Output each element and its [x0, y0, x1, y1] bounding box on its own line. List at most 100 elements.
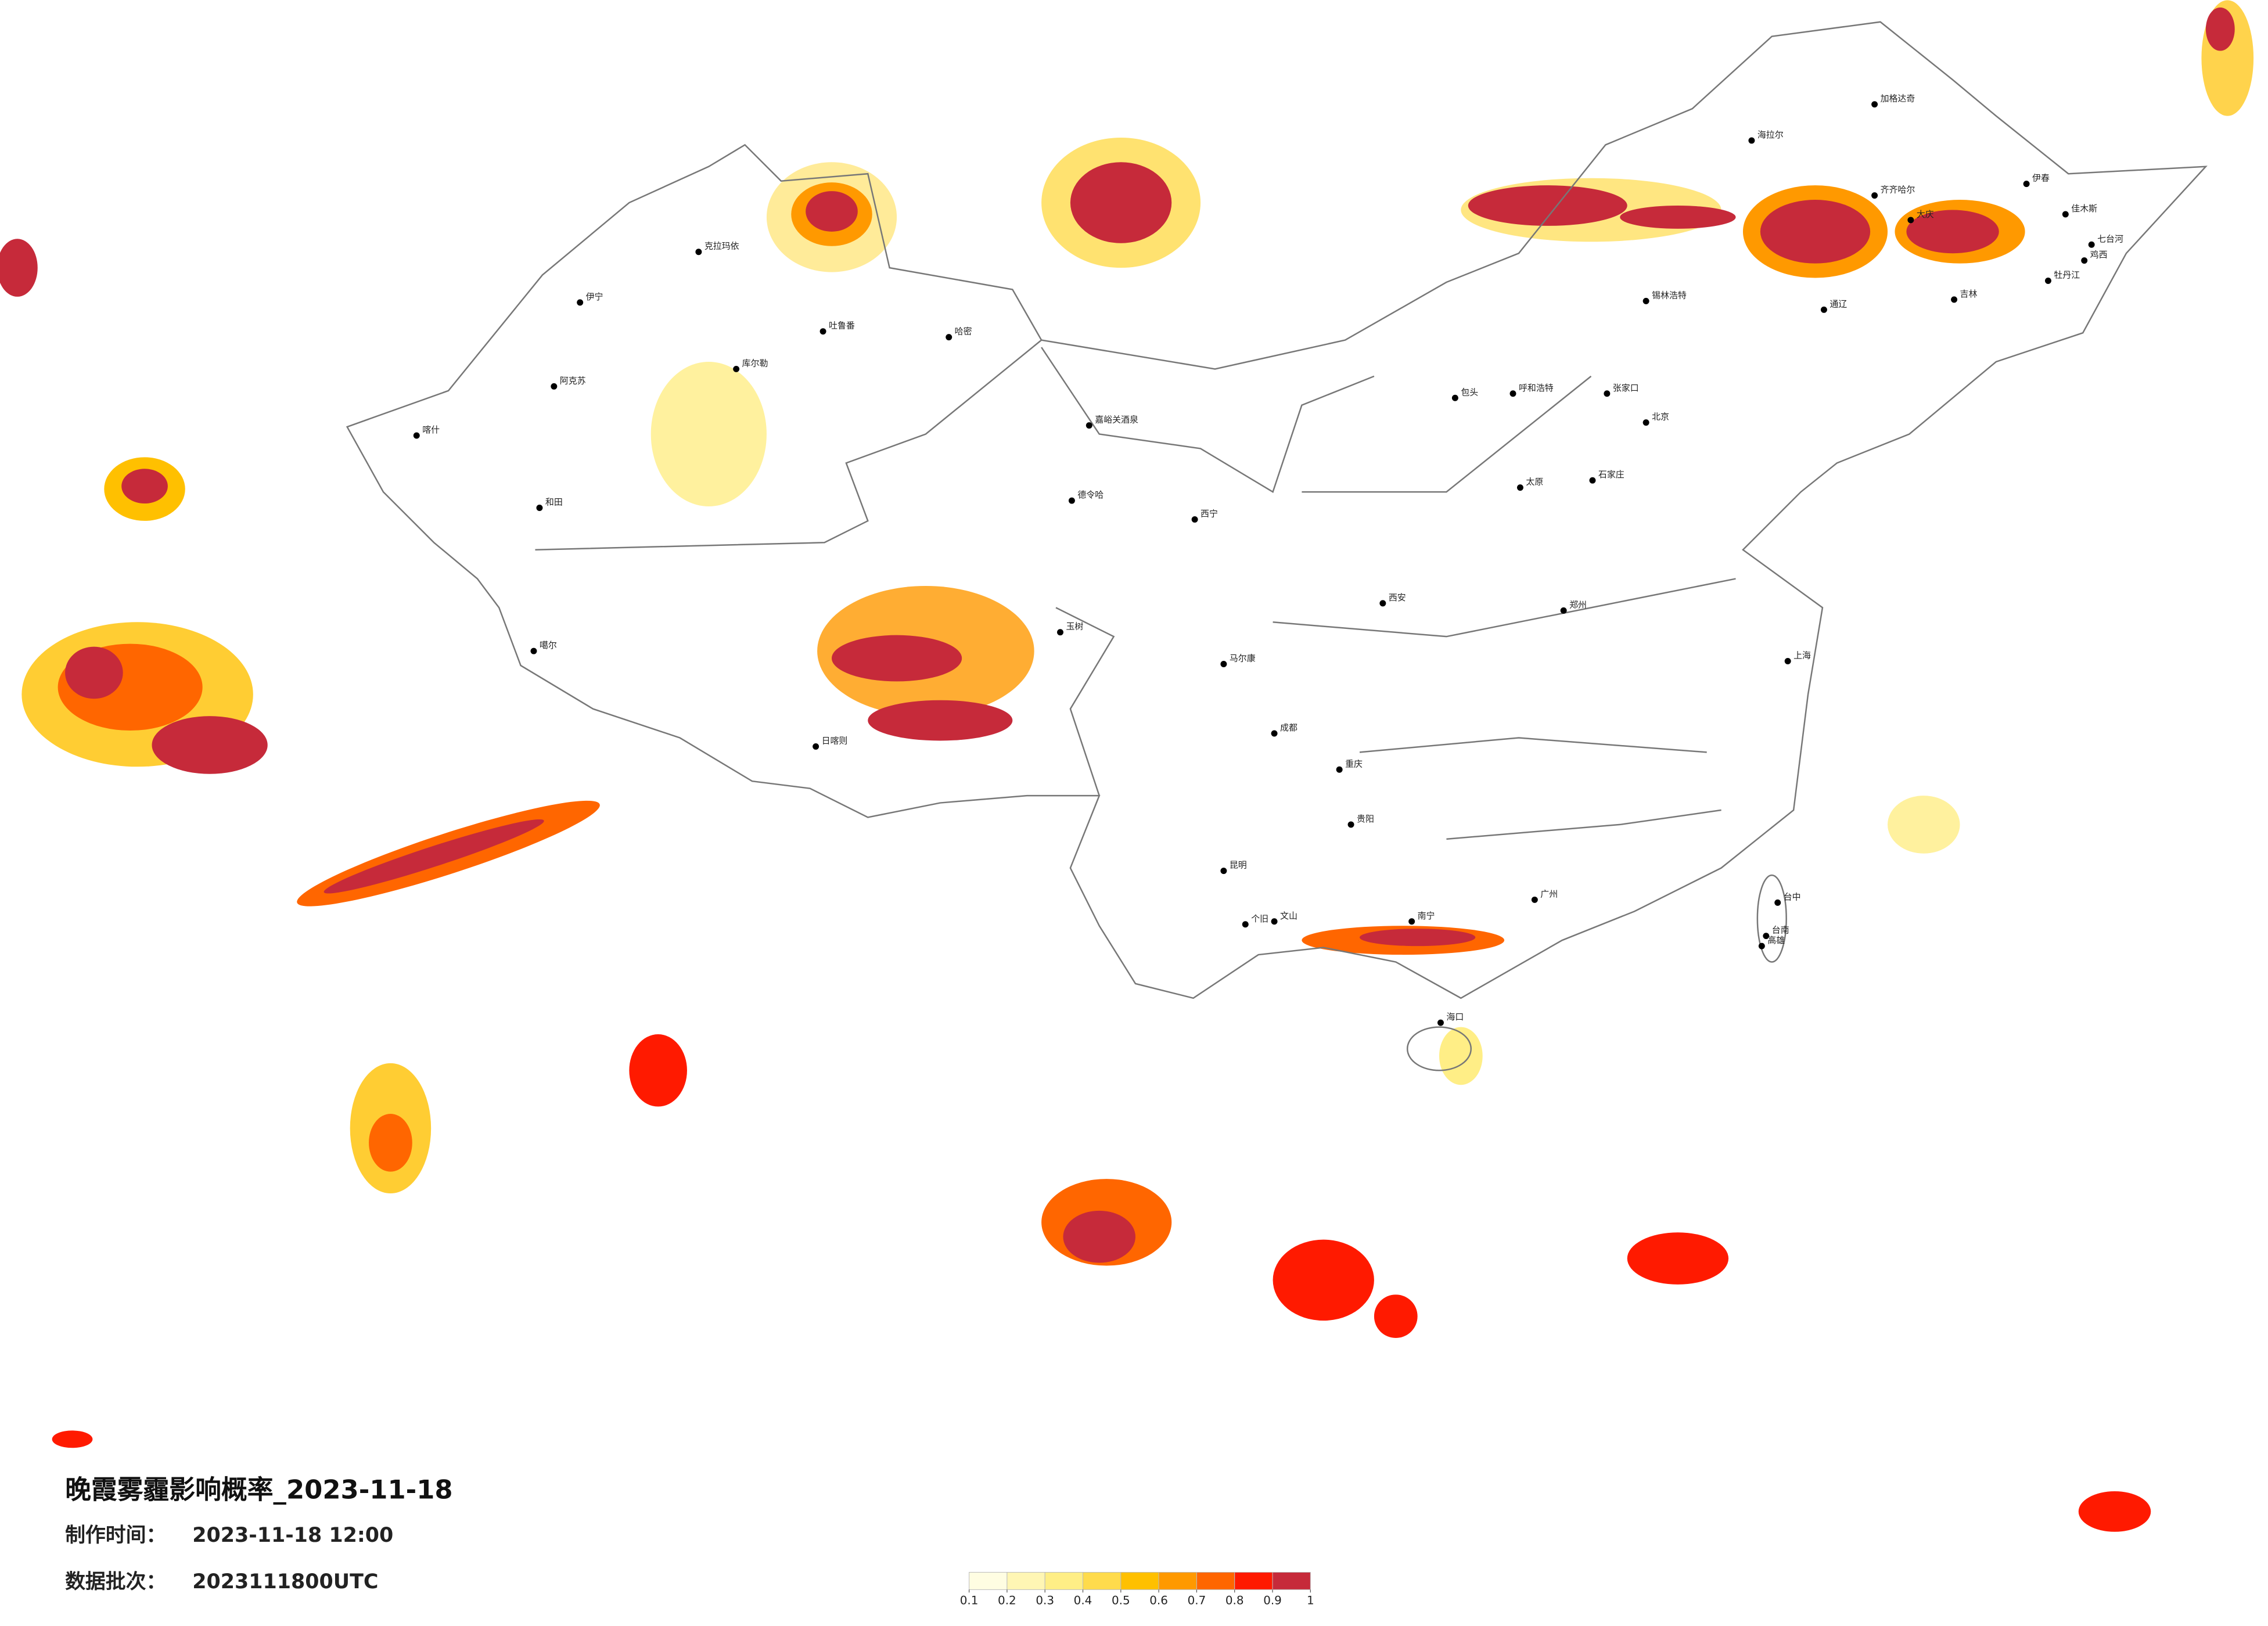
city-label: 鸡西 — [2090, 250, 2108, 260]
city-dot — [1057, 629, 1063, 636]
city-label: 石家庄 — [1598, 469, 1624, 480]
city-label: 张家口 — [1613, 383, 1639, 393]
city-label: 阿克苏 — [560, 375, 586, 386]
city-label: 伊宁 — [586, 292, 603, 302]
city-dot — [1871, 101, 1878, 108]
city-dot — [1408, 918, 1415, 925]
colorbar-tick-label: 0.7 — [1188, 1593, 1206, 1607]
city-label: 吐鲁番 — [829, 321, 855, 331]
city-label: 佳木斯 — [2071, 203, 2097, 214]
colorbar-swatch — [969, 1571, 1008, 1590]
city-dot — [2023, 181, 2030, 188]
city-dot — [1191, 516, 1198, 523]
city-label: 台中 — [1784, 891, 1801, 902]
colorbar: 0.1 0.2 0.3 0.4 0.5 0.6 0.7 0.8 0.9 1 — [960, 1571, 1314, 1607]
city-label: 德令哈 — [1077, 490, 1104, 500]
city-dot — [2081, 257, 2088, 264]
city-dot — [1271, 918, 1278, 925]
city-label: 贵阳 — [1357, 814, 1374, 824]
city-dot — [695, 249, 702, 256]
city-label: 北京 — [1652, 412, 1669, 422]
city-label: 牡丹江 — [2054, 270, 2080, 280]
city-dot — [1763, 933, 1770, 940]
colorbar-tick-label: 0.6 — [1149, 1593, 1168, 1607]
colorbar-swatch — [1234, 1571, 1273, 1590]
colorbar-tick-label: 0.9 — [1263, 1593, 1282, 1607]
city-dot — [1379, 600, 1386, 607]
city-label: 玉树 — [1066, 621, 1083, 632]
city-label: 哈密 — [955, 326, 972, 337]
city-label: 呼和浩特 — [1519, 383, 1554, 393]
city-dot — [2088, 241, 2095, 248]
city-dot — [946, 334, 953, 341]
colorbar-swatch — [1120, 1571, 1159, 1590]
city-dot — [1907, 217, 1914, 224]
city-label: 高雄 — [1767, 935, 1785, 945]
colorbar-tick-label: 0.4 — [1074, 1593, 1092, 1607]
city-dot — [577, 299, 584, 306]
city-dot — [1748, 137, 1755, 144]
batch-label: 数据批次： — [65, 1570, 166, 1593]
city-label: 个旧 — [1251, 913, 1268, 924]
city-dot — [813, 743, 820, 750]
colorbar-tick-label: 0.5 — [1112, 1593, 1130, 1607]
city-dot — [1531, 896, 1538, 903]
city-dot — [1758, 942, 1765, 949]
city-dot — [1560, 607, 1567, 614]
city-label: 广州 — [1540, 888, 1558, 899]
city-label: 嘉峪关酒泉 — [1095, 415, 1138, 425]
city-label: 克拉玛依 — [705, 241, 739, 251]
city-label: 齐齐哈尔 — [1881, 185, 1915, 195]
city-label: 海口 — [1446, 1012, 1464, 1022]
city-label: 吉林 — [1960, 289, 1978, 299]
colorbar-swatch — [1083, 1571, 1122, 1590]
city-label: 和田 — [545, 497, 563, 508]
city-dot — [1437, 1019, 1444, 1026]
city-dot — [530, 647, 537, 654]
city-label: 大庆 — [1917, 209, 1934, 220]
city-label: 西安 — [1389, 592, 1406, 603]
city-label: 重庆 — [1345, 758, 1363, 769]
city-label: 西宁 — [1201, 508, 1218, 519]
city-label: 喀什 — [422, 425, 440, 435]
colorbar-swatch — [1007, 1571, 1045, 1590]
city-dot — [1068, 497, 1075, 504]
colorbar-tick-label: 0.1 — [960, 1593, 979, 1607]
city-dot — [1086, 422, 1092, 429]
colorbar-swatch — [1272, 1571, 1311, 1590]
colorbar-swatch — [1196, 1571, 1235, 1590]
made-label: 制作时间： — [65, 1524, 166, 1547]
city-label: 太原 — [1526, 477, 1543, 487]
city-dot — [1784, 658, 1791, 664]
city-dot — [820, 328, 826, 335]
colorbar-tick-label: 0.2 — [998, 1593, 1016, 1607]
haze-field — [0, 0, 2254, 1532]
city-label: 成都 — [1280, 722, 1297, 733]
city-dot — [536, 505, 543, 511]
city-label: 昆明 — [1230, 860, 1247, 870]
city-dot — [1220, 868, 1227, 875]
city-dot — [1642, 297, 1649, 304]
city-dot — [1604, 390, 1611, 397]
colorbar-tick-label: 1 — [1307, 1593, 1314, 1607]
city-dot — [1774, 899, 1781, 906]
city-label: 加格达奇 — [1881, 93, 1915, 104]
colorbar-swatch — [1044, 1571, 1084, 1590]
city-label: 伊春 — [2032, 173, 2050, 184]
city-label: 郑州 — [1569, 599, 1587, 610]
city-label: 海拉尔 — [1757, 129, 1784, 140]
map-title: 晚霞雾霾影响概率_2023-11-18 — [65, 1474, 453, 1505]
city-label: 上海 — [1793, 650, 1811, 661]
city-label: 日喀则 — [822, 735, 848, 746]
made-time: 2023-11-18 12:00 — [192, 1524, 393, 1547]
city-dot — [1509, 390, 1516, 397]
city-dot — [1951, 296, 1958, 303]
city-dot — [1336, 766, 1343, 773]
city-dot — [733, 365, 740, 372]
city-dot — [1220, 661, 1227, 667]
city-dot — [1516, 484, 1523, 491]
city-label: 马尔康 — [1230, 653, 1256, 664]
city-dot — [1347, 821, 1354, 828]
city-label: 文山 — [1280, 911, 1297, 921]
